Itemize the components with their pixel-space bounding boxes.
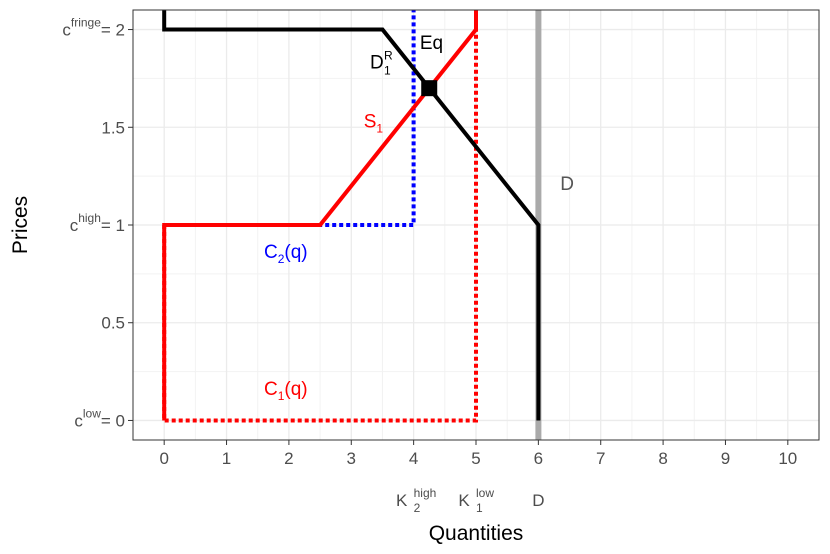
x-axis-ticks: 0 1 2 3 4 5 6 7 8 9 10 [159, 440, 797, 468]
x-extra-sub: 1 [476, 501, 483, 515]
annotation-S1: S1 [364, 111, 384, 135]
y-tick-base: c [74, 411, 83, 430]
x-extra-label: D [532, 491, 544, 510]
annotation-sup: R [384, 49, 393, 63]
annotation-C1: C1(q) [264, 379, 308, 403]
annotation-base: D [370, 53, 384, 74]
y-tick-base: c [62, 21, 71, 40]
y-tick-label: clow= 0 [74, 406, 125, 430]
series-line-C1 [162, 10, 478, 423]
annotation-D1R: DR 1 [370, 49, 393, 78]
equilibrium-point [421, 80, 438, 97]
annotation-sub: 1 [278, 389, 285, 403]
annotation-D: D [560, 174, 574, 195]
y-tick-label: chigh= 1 [70, 211, 125, 235]
annotation-sub: 1 [384, 64, 391, 78]
x-tick-label: 0 [159, 449, 168, 468]
y-tick-label: 1.5 [101, 118, 125, 137]
x-tick-label: 5 [471, 449, 480, 468]
y-tick-sup: high [78, 211, 101, 225]
x-extra-sup: high [414, 486, 437, 500]
annotation-rest: (q) [284, 242, 307, 263]
annotation-Eq: Eq [420, 33, 443, 54]
annotation-base: S [364, 111, 377, 132]
x-extra-sup: low [476, 486, 494, 500]
x-tick-label: 2 [284, 449, 293, 468]
y-tick-sup: low [83, 406, 101, 420]
x-tick-label: 3 [347, 449, 356, 468]
x-tick-label: 4 [409, 449, 418, 468]
point-layer [421, 80, 438, 97]
x-tick-label: 10 [778, 449, 797, 468]
y-tick-rhs: = 2 [101, 21, 125, 40]
series-line-S1 [162, 10, 478, 421]
x-tick-label: 1 [222, 449, 231, 468]
x-extra-sub: 2 [414, 501, 421, 515]
annotation-sub: 1 [376, 121, 383, 135]
x-tick-label: 6 [534, 449, 543, 468]
annotation-base: C [264, 379, 278, 400]
y-tick-sup: fringe [71, 16, 101, 30]
annotation-C2: C2(q) [264, 242, 308, 266]
y-tick-label: 0.5 [101, 314, 125, 333]
y-axis-title: Prices [9, 196, 32, 254]
x-tick-label: 7 [596, 449, 605, 468]
annotation-sub: 2 [278, 252, 285, 266]
y-tick-rhs: = 0 [101, 411, 125, 430]
x-extra-base: K [458, 491, 470, 510]
x-axis-title: Quantities [429, 522, 524, 545]
annotation-rest: (q) [284, 379, 307, 400]
y-tick-label: cfringe= 2 [62, 16, 125, 40]
x-extra-base: D [532, 491, 544, 510]
annotation-base: C [264, 242, 278, 263]
x-tick-label: 8 [658, 449, 667, 468]
x-extra-base: K [396, 491, 408, 510]
y-tick-rhs: = 1 [101, 216, 125, 235]
y-tick-base: c [70, 216, 79, 235]
x-tick-label: 9 [721, 449, 730, 468]
series-line-C2 [164, 10, 416, 227]
